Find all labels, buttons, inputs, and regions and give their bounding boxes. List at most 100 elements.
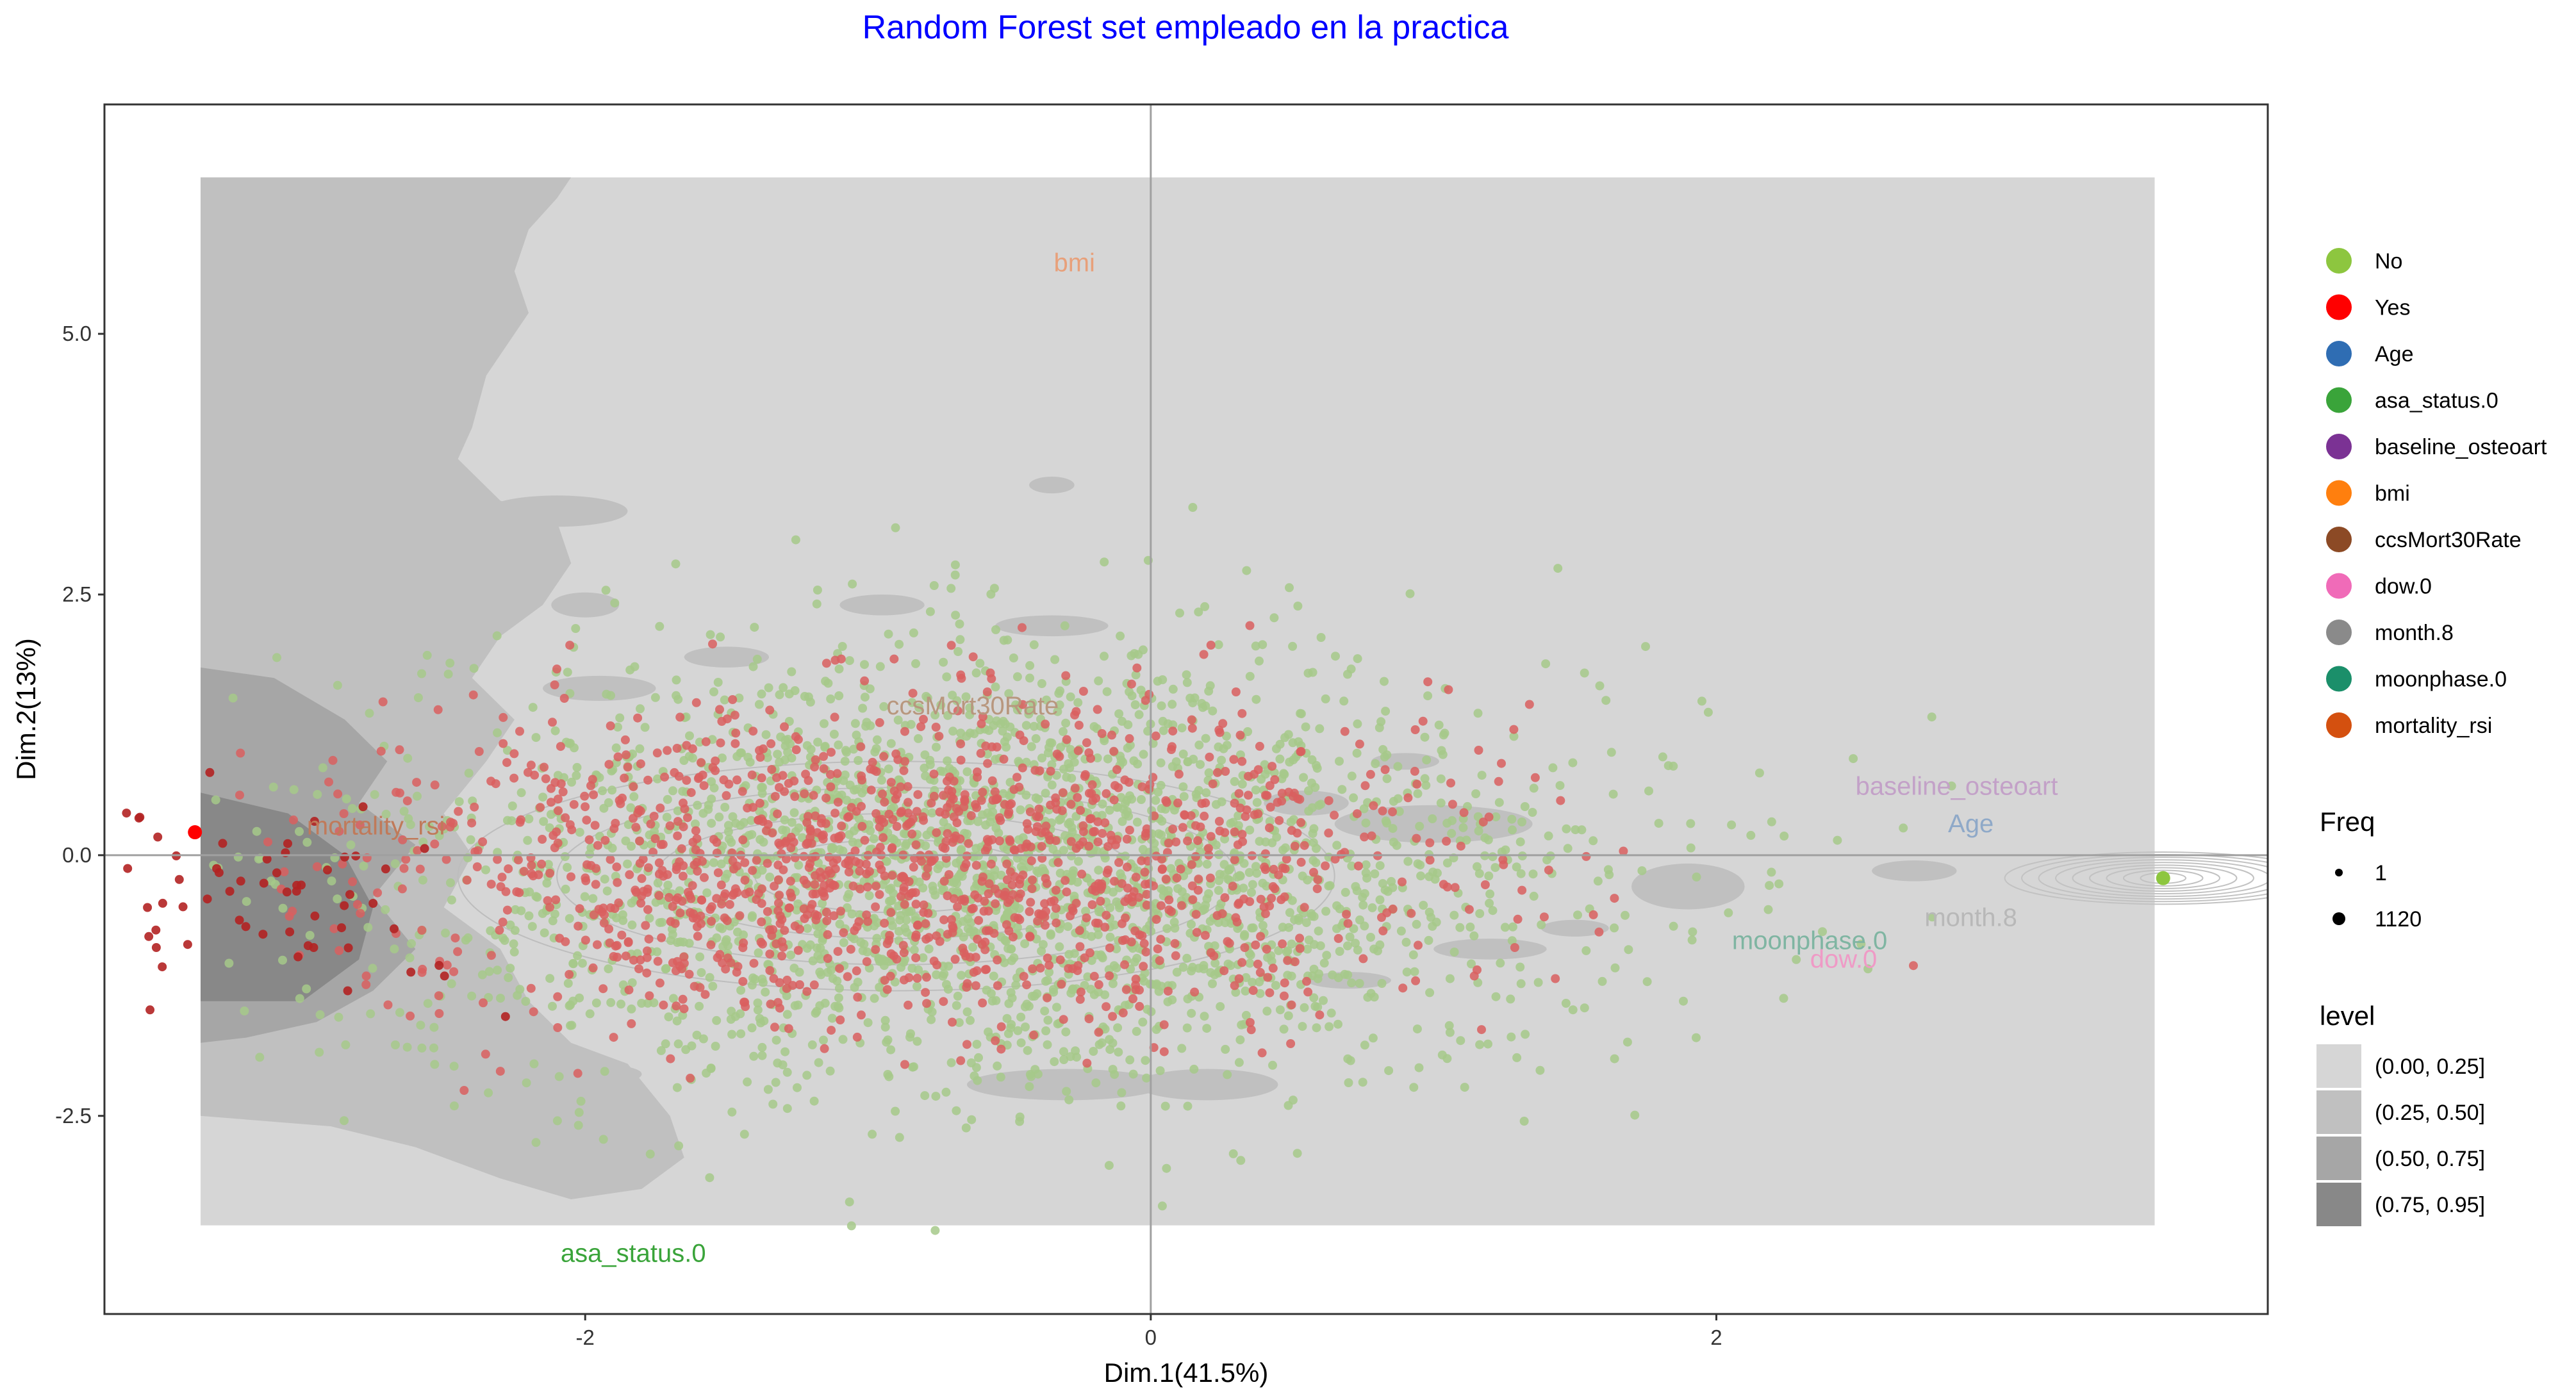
legend-key-size xyxy=(2335,869,2343,876)
data-point xyxy=(1419,901,1428,910)
data-point xyxy=(884,764,893,774)
data-point xyxy=(629,792,639,801)
data-point xyxy=(850,719,860,728)
data-point xyxy=(770,882,779,891)
data-point xyxy=(484,967,494,976)
data-point xyxy=(848,579,857,589)
data-point xyxy=(844,889,854,899)
data-point xyxy=(449,1062,459,1071)
data-point xyxy=(445,659,455,668)
data-point xyxy=(450,933,460,943)
data-point xyxy=(971,844,981,853)
data-point xyxy=(663,794,672,804)
data-point xyxy=(990,884,1000,894)
data-point xyxy=(1378,806,1387,816)
data-point xyxy=(763,907,772,916)
data-point xyxy=(1059,1047,1068,1056)
data-point xyxy=(1131,670,1141,680)
data-point xyxy=(996,1022,1006,1031)
data-point xyxy=(1346,664,1356,674)
data-point xyxy=(846,944,855,954)
data-point xyxy=(606,998,616,1007)
data-point xyxy=(1210,958,1220,968)
data-point xyxy=(1182,953,1192,963)
data-point xyxy=(989,584,999,593)
data-point xyxy=(318,763,327,773)
data-point xyxy=(567,1021,577,1030)
data-point xyxy=(539,817,549,826)
data-point xyxy=(962,1040,971,1049)
data-point xyxy=(1398,983,1408,993)
data-point xyxy=(1143,1005,1152,1014)
data-point xyxy=(1131,873,1141,882)
data-point xyxy=(1192,928,1201,937)
data-point xyxy=(1105,971,1114,981)
data-point xyxy=(1178,782,1188,792)
data-point xyxy=(1352,748,1362,758)
data-point xyxy=(1041,789,1050,798)
data-point xyxy=(1519,1117,1529,1126)
data-point xyxy=(623,859,632,869)
data-point xyxy=(904,1000,913,1010)
data-point xyxy=(1437,1050,1447,1060)
data-point xyxy=(368,899,378,908)
data-point xyxy=(1252,798,1262,807)
data-point xyxy=(929,791,939,801)
data-point xyxy=(663,880,673,890)
data-point xyxy=(616,999,625,1009)
data-point xyxy=(1548,763,1558,773)
data-point xyxy=(1258,640,1267,650)
data-point xyxy=(971,668,981,678)
data-point xyxy=(1089,827,1098,837)
data-point xyxy=(955,635,965,645)
data-point xyxy=(795,980,804,989)
data-point xyxy=(977,876,987,886)
data-point xyxy=(1330,810,1339,820)
data-point xyxy=(1043,1015,1053,1025)
data-point xyxy=(891,749,901,759)
data-point xyxy=(625,665,635,675)
data-point xyxy=(911,840,921,850)
data-point xyxy=(413,846,422,855)
data-point xyxy=(1012,973,1021,983)
data-point xyxy=(1093,753,1102,762)
data-point xyxy=(381,905,390,914)
data-point xyxy=(1280,769,1289,779)
data-point xyxy=(1083,972,1093,981)
data-point xyxy=(445,822,455,832)
data-point xyxy=(1128,994,1137,1003)
density-contour xyxy=(2072,862,2254,895)
data-point xyxy=(1189,1064,1199,1074)
data-point xyxy=(818,899,827,908)
data-point xyxy=(1767,867,1776,877)
data-point xyxy=(1507,1032,1516,1042)
data-point xyxy=(642,953,652,962)
data-point xyxy=(1000,800,1009,809)
data-point xyxy=(1150,811,1159,821)
data-point xyxy=(1380,765,1390,775)
data-point xyxy=(1307,755,1317,764)
data-point xyxy=(1347,771,1357,781)
data-point xyxy=(1382,818,1392,828)
data-point xyxy=(1032,822,1042,832)
data-point xyxy=(1474,826,1483,836)
data-point xyxy=(930,710,940,719)
data-point xyxy=(650,834,660,843)
data-point xyxy=(1211,841,1221,850)
data-point xyxy=(1037,828,1046,837)
data-point xyxy=(852,966,861,976)
data-point xyxy=(631,885,640,895)
data-point xyxy=(842,748,851,757)
data-point xyxy=(361,980,371,989)
data-point xyxy=(506,920,515,930)
data-point xyxy=(1274,946,1284,955)
data-point xyxy=(1141,1056,1150,1065)
data-point xyxy=(1553,564,1563,573)
data-point xyxy=(805,833,815,842)
data-point xyxy=(1377,979,1387,988)
data-point xyxy=(313,790,322,799)
data-point xyxy=(235,791,244,800)
data-point xyxy=(772,1035,781,1045)
data-point xyxy=(558,787,568,796)
data-point xyxy=(724,779,734,789)
